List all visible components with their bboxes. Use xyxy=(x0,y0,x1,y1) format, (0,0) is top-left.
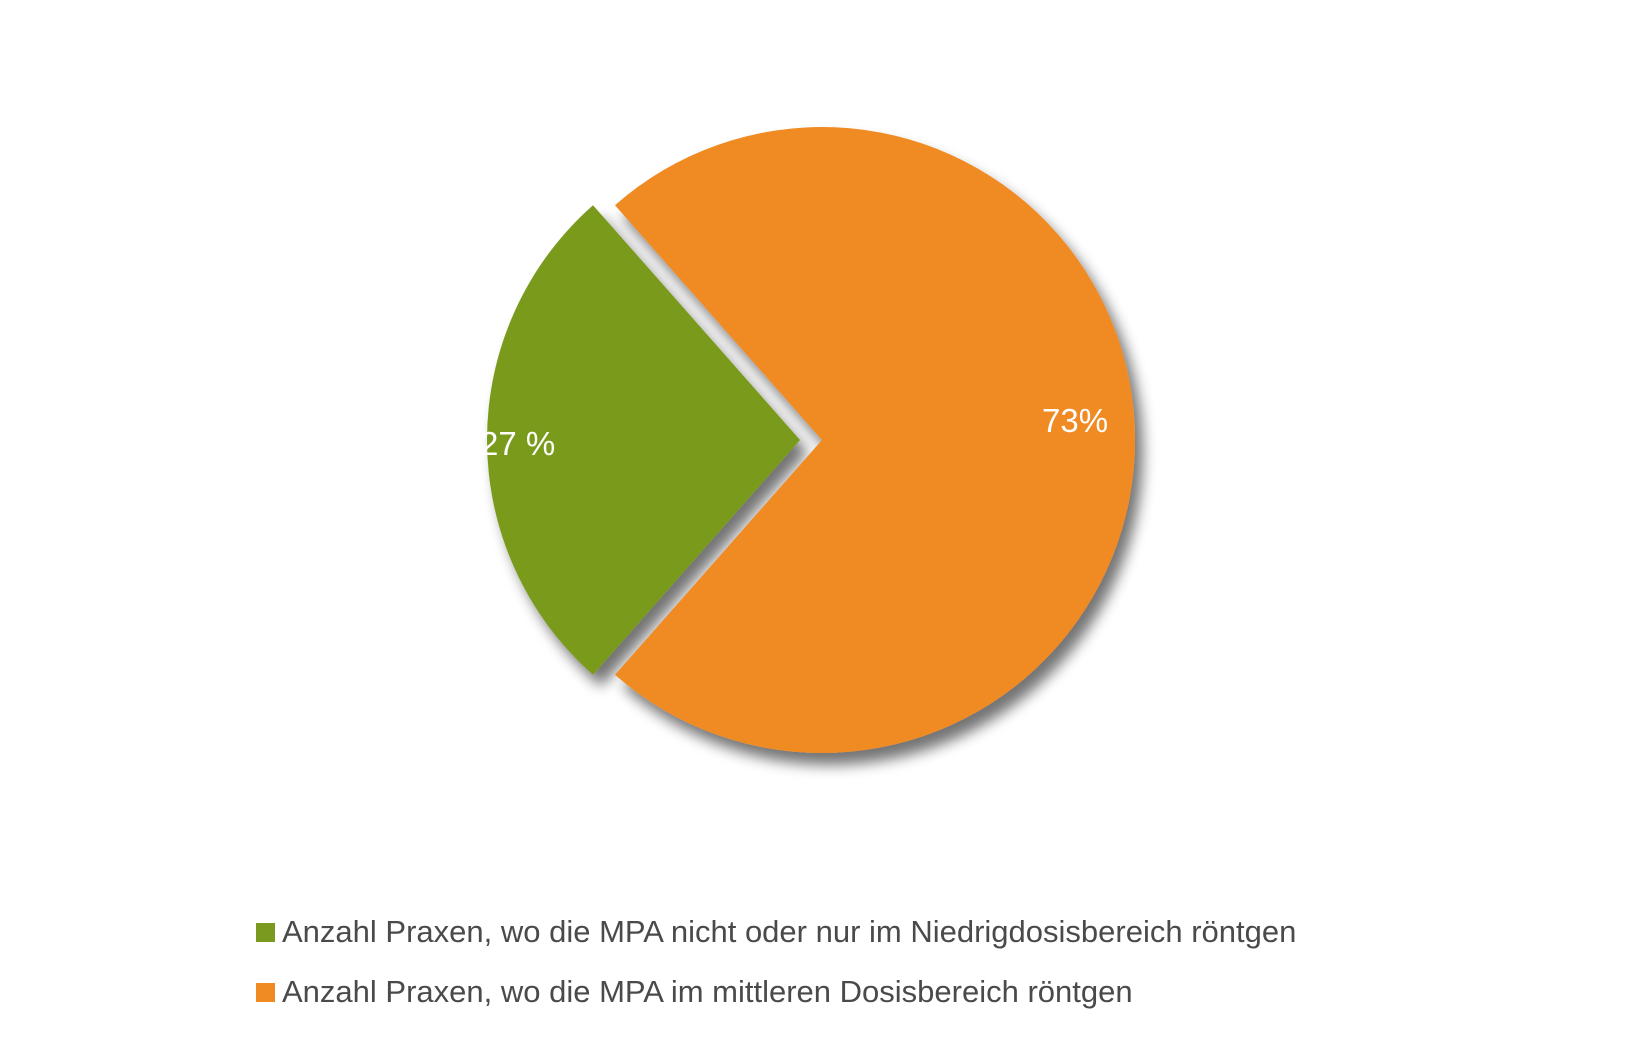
legend-label-medium-dose: Anzahl Praxen, wo die MPA im mittleren D… xyxy=(282,974,1133,1009)
slice-label-medium-dose: 73% xyxy=(1042,402,1108,439)
pie-slice-low-dose xyxy=(486,205,800,675)
legend-swatch-orange xyxy=(256,982,275,1002)
slice-label-low-dose: 27 % xyxy=(480,425,555,462)
legend-swatch-green xyxy=(256,922,275,942)
pie-slice-medium-dose xyxy=(615,126,1135,753)
pie-labels: 27 % 73% xyxy=(480,402,1108,462)
legend-item-medium-dose: Anzahl Praxen, wo die MPA im mittleren D… xyxy=(256,962,1296,1022)
legend-label-low-dose: Anzahl Praxen, wo die MPA nicht oder nur… xyxy=(282,914,1297,949)
legend-item-low-dose: Anzahl Praxen, wo die MPA nicht oder nur… xyxy=(256,902,1296,962)
pie-slices xyxy=(486,126,1135,753)
legend: Anzahl Praxen, wo die MPA nicht oder nur… xyxy=(256,902,1296,1022)
